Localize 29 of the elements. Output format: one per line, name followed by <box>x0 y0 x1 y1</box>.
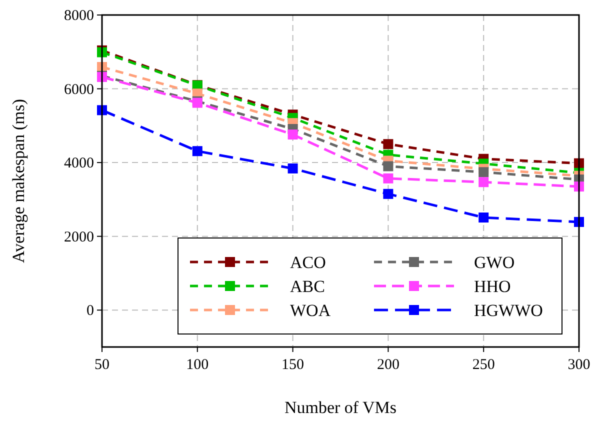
point <box>192 146 202 156</box>
x-tick-label: 50 <box>94 357 110 373</box>
y-axis-title: Average makespan (ms) <box>9 99 28 263</box>
legend-label: HGWWO <box>474 301 543 320</box>
y-tick-label: 2000 <box>64 229 94 246</box>
legend-label: GWO <box>474 253 515 272</box>
point <box>383 188 394 199</box>
point <box>383 161 394 172</box>
point <box>288 163 298 174</box>
point <box>383 139 394 150</box>
x-axis-title: Number of VMs <box>284 398 397 417</box>
point <box>383 173 394 184</box>
y-tick-label: 0 <box>86 303 94 320</box>
legend-label: WOA <box>290 301 332 320</box>
point <box>478 167 489 178</box>
legend-label: ABC <box>290 277 325 296</box>
point <box>288 130 298 140</box>
x-tick-label: 200 <box>376 357 400 373</box>
x-tick-label: 150 <box>282 357 304 373</box>
legend-label: HHO <box>474 277 511 296</box>
point <box>478 177 489 188</box>
y-tick-label: 8000 <box>64 8 94 24</box>
x-tick-label: 300 <box>568 357 590 373</box>
point <box>478 212 489 223</box>
x-tick-label: 100 <box>186 357 209 373</box>
legend-label: ACO <box>290 253 326 272</box>
x-tick-label: 250 <box>472 357 495 373</box>
y-tick-label: 4000 <box>64 156 94 172</box>
y-tick-label: 6000 <box>64 82 94 98</box>
